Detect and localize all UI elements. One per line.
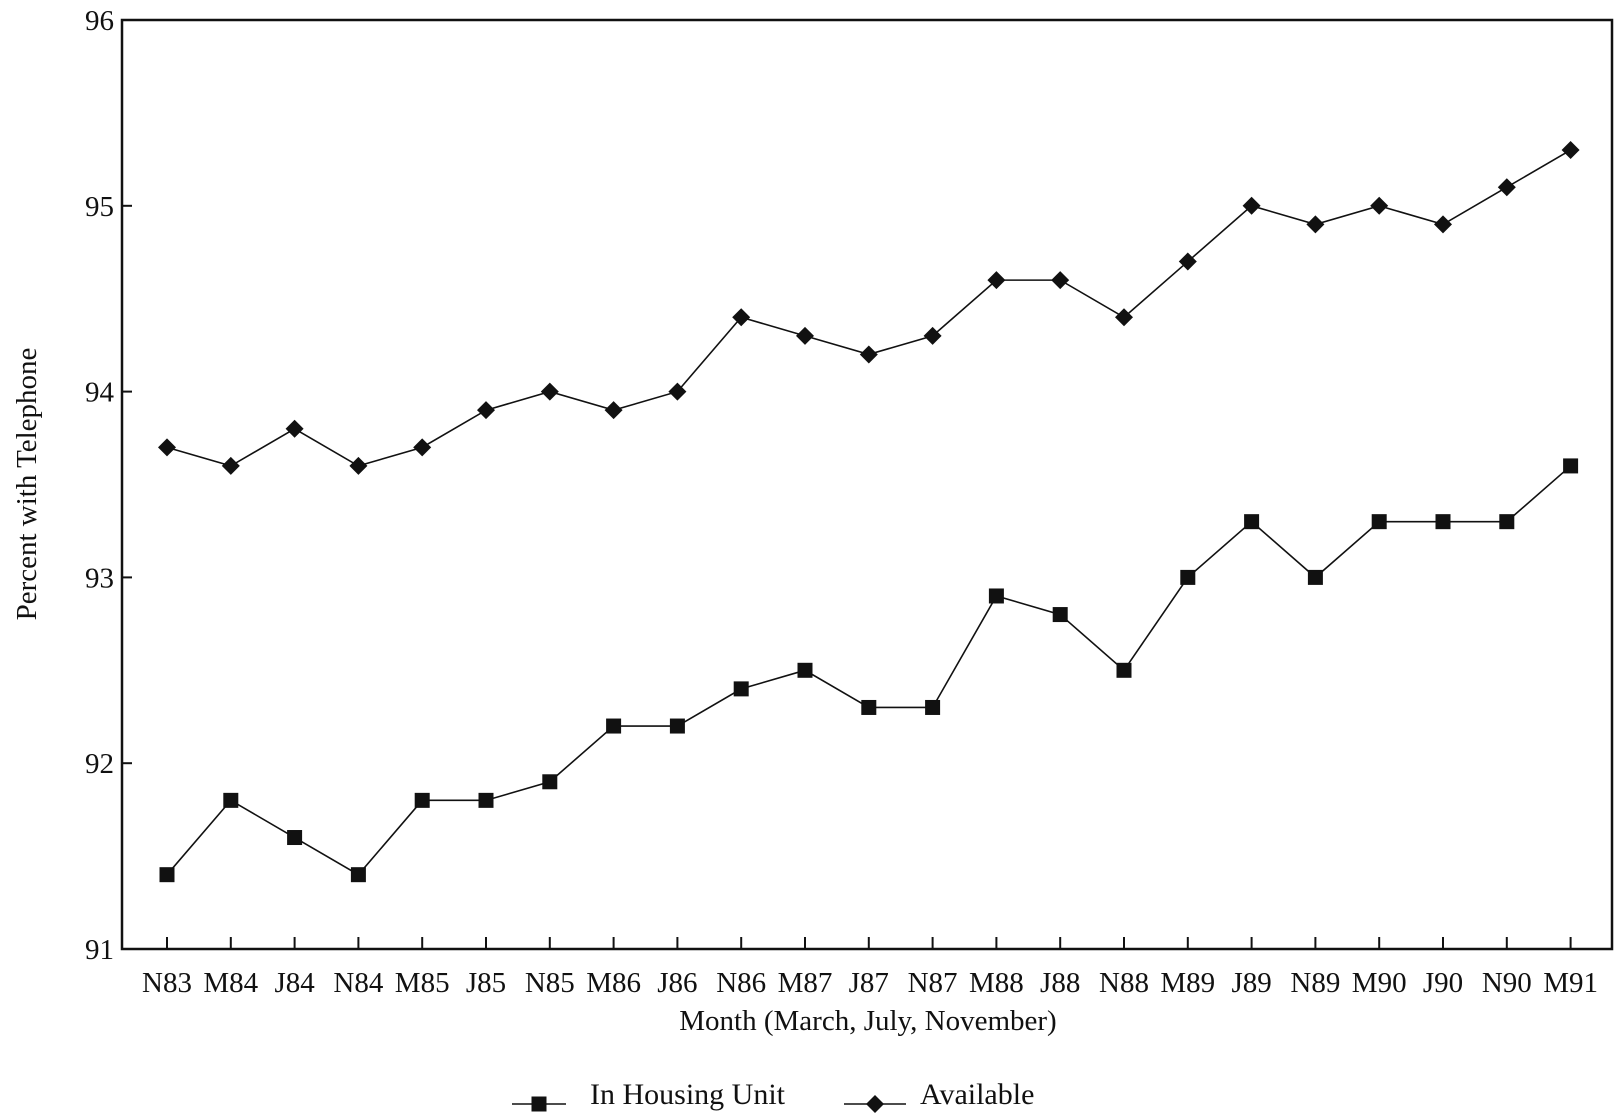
data-point: [1178, 252, 1197, 271]
y-tick-label: 95: [85, 191, 114, 223]
data-point: [1242, 196, 1261, 215]
data-point: [923, 326, 942, 345]
y-tick-label: 94: [85, 377, 115, 409]
y-tick-label: 92: [85, 748, 114, 780]
data-point: [668, 382, 687, 401]
data-point: [1499, 514, 1515, 530]
x-tick-label: M90: [1352, 967, 1407, 999]
data-point: [221, 456, 240, 475]
x-tick-label: N89: [1290, 967, 1340, 999]
data-point: [733, 681, 749, 697]
data-point: [1180, 569, 1196, 585]
series-line: [166, 149, 1572, 467]
x-tick-label: N88: [1099, 967, 1149, 999]
data-point: [988, 588, 1004, 604]
x-tick-label: N83: [142, 967, 192, 999]
data-point: [604, 401, 623, 420]
data-point: [859, 345, 878, 364]
data-point: [1116, 662, 1132, 678]
y-axis-title: Percent with Telephone: [11, 348, 43, 621]
data-point: [414, 792, 430, 808]
y-tick-label: 96: [85, 5, 114, 37]
data-point: [1370, 196, 1389, 215]
x-tick-label: N87: [908, 967, 958, 999]
plot-frame: [120, 18, 1614, 951]
x-tick-label: M86: [586, 967, 641, 999]
y-tick-label: 91: [85, 934, 114, 966]
data-point: [1561, 141, 1580, 160]
series-line: [166, 465, 1572, 876]
data-point: [1244, 514, 1260, 530]
data-point: [287, 830, 303, 846]
x-tick-label: J90: [1423, 967, 1463, 999]
x-tick-label: J86: [657, 967, 697, 999]
data-point: [413, 438, 432, 457]
legend-label: In Housing Unit: [590, 1078, 786, 1111]
data-point: [349, 456, 368, 475]
legend-item: In Housing Unit: [512, 1078, 786, 1112]
y-tick-label: 93: [85, 562, 114, 594]
data-point: [1435, 514, 1451, 530]
data-point: [1307, 569, 1323, 585]
data-point: [540, 382, 559, 401]
x-axis-title: Month (March, July, November): [679, 1005, 1056, 1037]
data-point: [350, 867, 366, 883]
x-tick-label: J87: [849, 967, 889, 999]
series-available: [158, 141, 1580, 475]
x-tick-label: N85: [525, 967, 575, 999]
legend-marker: [531, 1096, 547, 1112]
series-layer: [158, 141, 1580, 883]
data-point: [158, 438, 176, 457]
series-in-housing-unit: [159, 458, 1579, 883]
data-point: [1306, 215, 1325, 234]
y-axis: 91 92 93 94 95 96: [85, 5, 132, 966]
x-tick-label: M85: [395, 967, 450, 999]
data-point: [477, 401, 495, 420]
data-point: [1051, 271, 1070, 290]
data-point: [796, 326, 814, 345]
x-tick-label: M87: [778, 967, 833, 999]
data-point: [159, 867, 175, 883]
x-tick-label: J84: [274, 967, 315, 999]
legend-marker: [866, 1095, 884, 1113]
data-point: [1115, 308, 1133, 327]
x-tick-label: J85: [466, 967, 506, 999]
x-tick-label: J89: [1231, 967, 1271, 999]
legend: In Housing Unit Available: [512, 1078, 1034, 1113]
x-tick-label: M88: [969, 967, 1024, 999]
x-tick-label: N90: [1482, 967, 1532, 999]
data-point: [285, 419, 304, 438]
x-axis: N83 M84 J84 N84 M85 J85 N85 M86 J86 N86 M87 J87 N87 M…: [142, 937, 1598, 999]
x-tick-label: M84: [203, 967, 258, 999]
data-point: [925, 699, 941, 715]
legend-label: Available: [920, 1078, 1034, 1111]
data-point: [861, 699, 877, 715]
data-point: [797, 662, 813, 678]
x-tick-label: N84: [333, 967, 383, 999]
data-point: [1052, 607, 1068, 623]
x-tick-label: J88: [1040, 967, 1080, 999]
x-tick-label: M89: [1160, 967, 1215, 999]
legend-item: Available: [844, 1078, 1034, 1113]
data-point: [478, 792, 494, 808]
data-point: [669, 718, 685, 734]
data-point: [542, 774, 558, 790]
data-point: [1497, 178, 1516, 197]
data-point: [1434, 215, 1452, 234]
data-point: [732, 308, 751, 327]
data-point: [1563, 458, 1579, 474]
data-point: [606, 718, 622, 734]
data-point: [987, 271, 1006, 290]
data-point: [1371, 514, 1387, 530]
data-point: [223, 792, 239, 808]
x-tick-label: N86: [716, 967, 766, 999]
x-tick-label: M91: [1543, 967, 1598, 999]
